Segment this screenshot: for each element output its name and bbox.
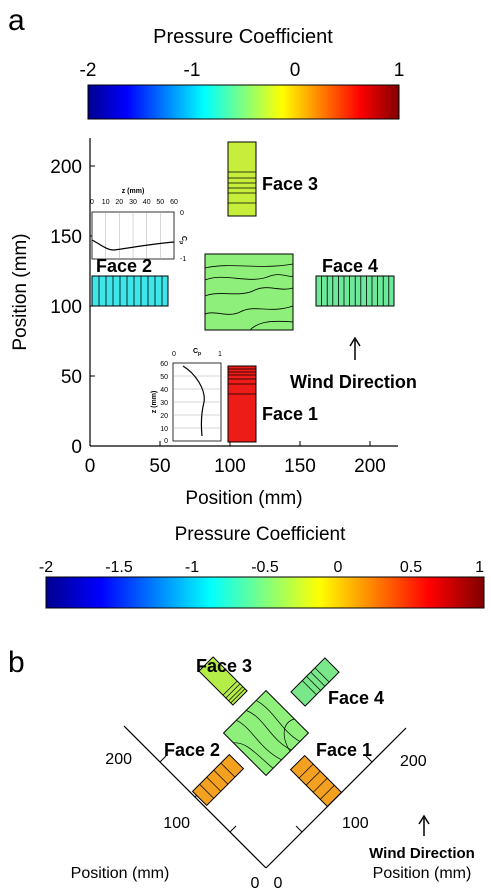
inset-top-cp-label: Cp	[178, 236, 187, 244]
y-tick-label: 200	[50, 157, 82, 178]
panel-b-label: b	[8, 646, 25, 679]
wind-label-b: Wind Direction	[369, 845, 475, 862]
wind-label-a: Wind Direction	[290, 372, 417, 392]
inset-top-cp-tick: -1	[180, 256, 186, 263]
inset-bottom-cp-label: Cp	[193, 348, 201, 357]
face2-b	[193, 755, 244, 806]
panel-a-label: a	[8, 4, 25, 37]
colorbar-a-tick: 1	[394, 60, 405, 81]
inset-bottom-cp-tick: 1	[218, 351, 222, 358]
inset-bottom-tick: 0	[164, 438, 168, 445]
wind-arrow-a	[350, 338, 360, 360]
x-tick-labels-a: 0 50 100 150 200	[85, 456, 386, 477]
colorbar-b-tick: -2	[39, 559, 53, 576]
colorbar-a-title: Pressure Coefficient	[153, 26, 333, 48]
panel-b-left-axis-label: Position (mm)	[71, 865, 170, 882]
colorbar-a-tick: 0	[290, 60, 301, 81]
panel-b-origin-tick: 0	[274, 875, 283, 892]
inset-bottom-ticks: 60 50 40 30 20 10 0	[160, 361, 168, 445]
inset-top	[92, 212, 174, 259]
inset-bottom-cp-tick: 0	[172, 351, 176, 358]
inset-top-tick: 10	[102, 199, 110, 206]
colorbar-a-tick: -1	[184, 60, 201, 81]
inset-bottom-tick: 50	[160, 374, 168, 381]
panel-b-left-tick: 100	[163, 815, 190, 832]
face4-heatmap	[316, 276, 394, 306]
inset-bottom	[173, 363, 221, 441]
colorbar-b-tick: 0.5	[400, 559, 422, 576]
colorbar-b-tick: -1.5	[105, 559, 133, 576]
face3-heatmap	[228, 142, 256, 216]
face2-heatmap	[92, 276, 168, 306]
x-tick-label: 100	[214, 456, 246, 477]
colorbar-b-ticks: -2 -1.5 -1 -0.5 0 0.5 1	[39, 559, 484, 576]
face4-label: Face 4	[322, 256, 378, 276]
colorbar-a-ticks: -2 -1 0 1	[80, 60, 405, 81]
colorbar-a-tick: -2	[80, 60, 97, 81]
inset-top-tick: 50	[156, 199, 164, 206]
y-tick-label: 0	[71, 437, 82, 458]
face3-label-b: Face 3	[196, 656, 252, 676]
inset-top-cp-tick: 0	[180, 210, 184, 217]
inset-bottom-tick: 60	[160, 361, 168, 368]
inset-top-axis-label: z (mm)	[122, 188, 145, 195]
panel-b-right-axis-label: Position (mm)	[373, 865, 472, 882]
inset-top-tick: 30	[129, 199, 137, 206]
colorbar-b-tick: -1	[185, 559, 199, 576]
y-tick-label: 100	[50, 297, 82, 318]
y-axis-label-a: Position (mm)	[10, 233, 31, 350]
x-tick-label: 50	[149, 456, 170, 477]
y-tick-label: 50	[61, 367, 82, 388]
x-tick-label: 150	[284, 456, 316, 477]
face4-label-b: Face 4	[328, 688, 384, 708]
inset-top-tick: 0	[90, 199, 94, 206]
face3-label: Face 3	[262, 174, 318, 194]
wind-arrow-b	[419, 816, 429, 836]
colorbar-b	[46, 577, 484, 608]
inset-top-tick: 20	[115, 199, 123, 206]
face1-label: Face 1	[262, 404, 318, 424]
y-tick-label: 150	[50, 227, 82, 248]
colorbar-b-tick: -0.5	[251, 559, 279, 576]
panel-b-origin-tick: 0	[251, 875, 260, 892]
y-tick-labels-a: 0 50 100 150 200	[50, 157, 82, 458]
x-axis-label-a: Position (mm)	[185, 488, 302, 509]
x-tick-label: 200	[354, 456, 386, 477]
inset-top-tick: 40	[143, 199, 151, 206]
panel-b-left-tick: 200	[105, 751, 132, 768]
inset-bottom-tick: 20	[160, 413, 168, 420]
panel-b-right-tick: 200	[400, 753, 427, 770]
inset-bottom-axis-label: z (mm)	[151, 391, 158, 414]
face1-heatmap	[228, 366, 256, 442]
face2-label-b: Face 2	[164, 740, 220, 760]
inset-bottom-tick: 10	[160, 426, 168, 433]
inset-bottom-tick: 40	[160, 387, 168, 394]
x-tick-label: 0	[85, 456, 96, 477]
face1-label-b: Face 1	[316, 740, 372, 760]
colorbar-b-tick: 1	[475, 559, 484, 576]
colorbar-b-title: Pressure Coefficient	[175, 524, 346, 545]
inset-top-tick: 60	[170, 199, 178, 206]
inset-bottom-tick: 30	[160, 400, 168, 407]
face1-b	[291, 756, 342, 807]
roof-heatmap	[205, 254, 293, 330]
colorbar-b-tick: 0	[334, 559, 343, 576]
panel-b-right-tick: 100	[342, 815, 369, 832]
colorbar-a	[88, 85, 399, 119]
